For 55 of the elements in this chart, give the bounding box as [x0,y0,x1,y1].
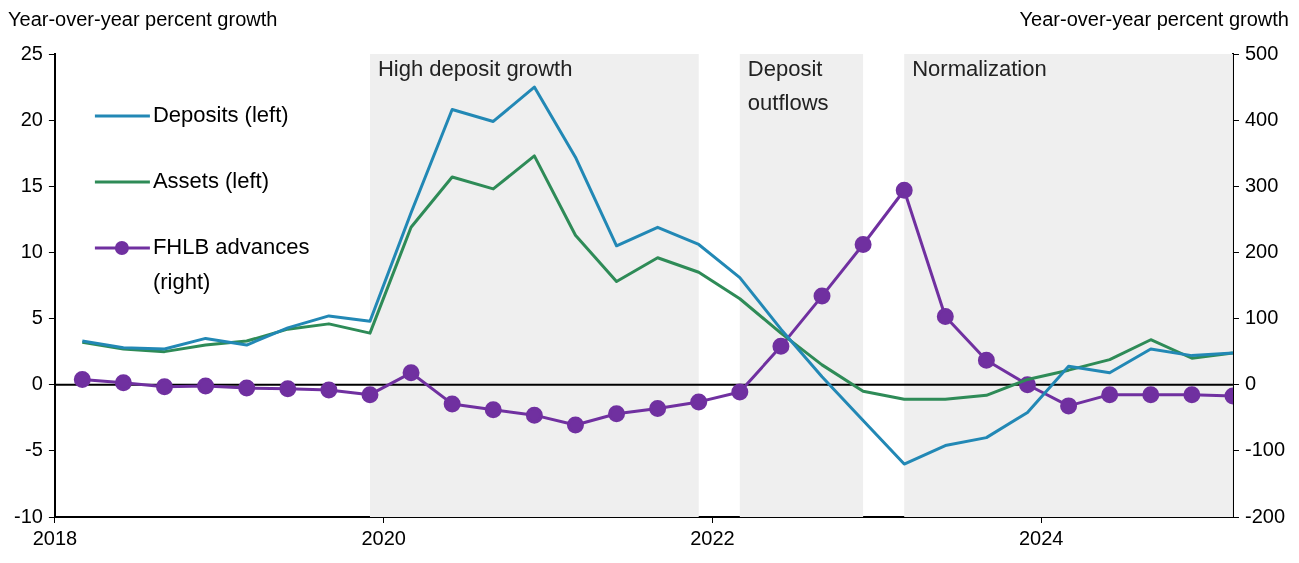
y-tick-label: 10 [20,239,43,262]
y-tick-label: 5 [31,306,43,329]
point [73,370,91,388]
y-axis-title: Year-over-year percent growth [8,7,278,30]
point [197,377,215,395]
x-tick-label: 2022 [690,526,735,549]
legend-label: FHLB advances (right) [152,234,310,295]
y2-tick-label: 100 [1244,306,1279,329]
point [484,401,502,419]
band-label: Deposit outflows [747,56,829,116]
point [649,400,667,418]
y2-tick-label: 300 [1244,173,1279,196]
y-tick-label: 15 [20,173,43,196]
point [1101,386,1119,404]
y2-tick-label: -100 [1244,438,1285,461]
legend-label: Deposits (left) [152,102,289,128]
point [895,181,913,199]
point [936,308,954,326]
legend-label: Assets (left) [152,168,270,194]
y-tick-label: 0 [31,372,43,395]
point [279,380,297,398]
point [238,379,256,397]
y-tick-label: -10 [14,504,43,527]
y-tick-label: 20 [20,107,43,130]
point [977,351,995,369]
point [114,374,132,392]
point [525,406,543,424]
y2-tick-label: -200 [1244,504,1285,527]
point [608,405,626,423]
band-label: High deposit growth [377,56,573,82]
point [813,287,831,305]
point [443,395,461,413]
point [1142,386,1160,404]
point [320,381,338,399]
point [772,337,790,355]
y2-tick-label: 400 [1244,107,1279,130]
y2-tick-label: 0 [1244,372,1257,395]
point [854,235,872,253]
band-label: Normalization [912,56,1047,82]
point [566,416,584,434]
point [731,383,749,401]
y2-tick-label: 200 [1244,239,1279,262]
x-tick-label: 2020 [361,526,406,549]
point [1183,386,1201,404]
x-tick-label: 2018 [32,526,78,549]
y-tick-label: 25 [20,41,43,64]
point [155,378,173,396]
x-tick-label: 2024 [1018,526,1064,549]
y2-axis-title: Year-over-year percent growth [1019,7,1289,30]
y2-tick-label: 500 [1244,41,1279,64]
point [402,364,420,382]
point [1060,397,1078,415]
point [690,393,708,411]
y-tick-label: -5 [25,438,43,461]
point [361,386,379,404]
